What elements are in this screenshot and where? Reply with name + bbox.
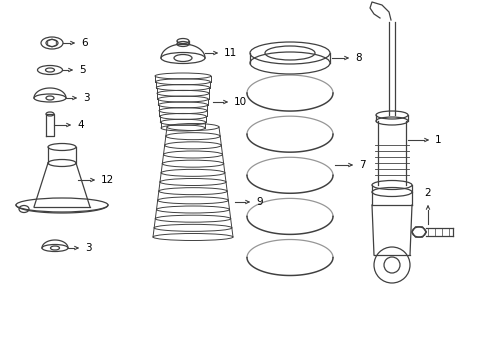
Text: 3: 3 bbox=[83, 93, 89, 103]
Text: 6: 6 bbox=[81, 38, 87, 48]
Text: 5: 5 bbox=[79, 65, 85, 75]
Text: 2: 2 bbox=[424, 188, 430, 198]
Text: 4: 4 bbox=[77, 120, 83, 130]
Text: 11: 11 bbox=[224, 48, 237, 58]
Text: 1: 1 bbox=[434, 135, 441, 145]
Text: 9: 9 bbox=[256, 197, 262, 207]
Text: 8: 8 bbox=[354, 53, 361, 63]
Text: 7: 7 bbox=[358, 160, 365, 170]
Text: 10: 10 bbox=[234, 97, 246, 107]
Text: 3: 3 bbox=[85, 243, 91, 253]
Text: 12: 12 bbox=[101, 175, 114, 185]
